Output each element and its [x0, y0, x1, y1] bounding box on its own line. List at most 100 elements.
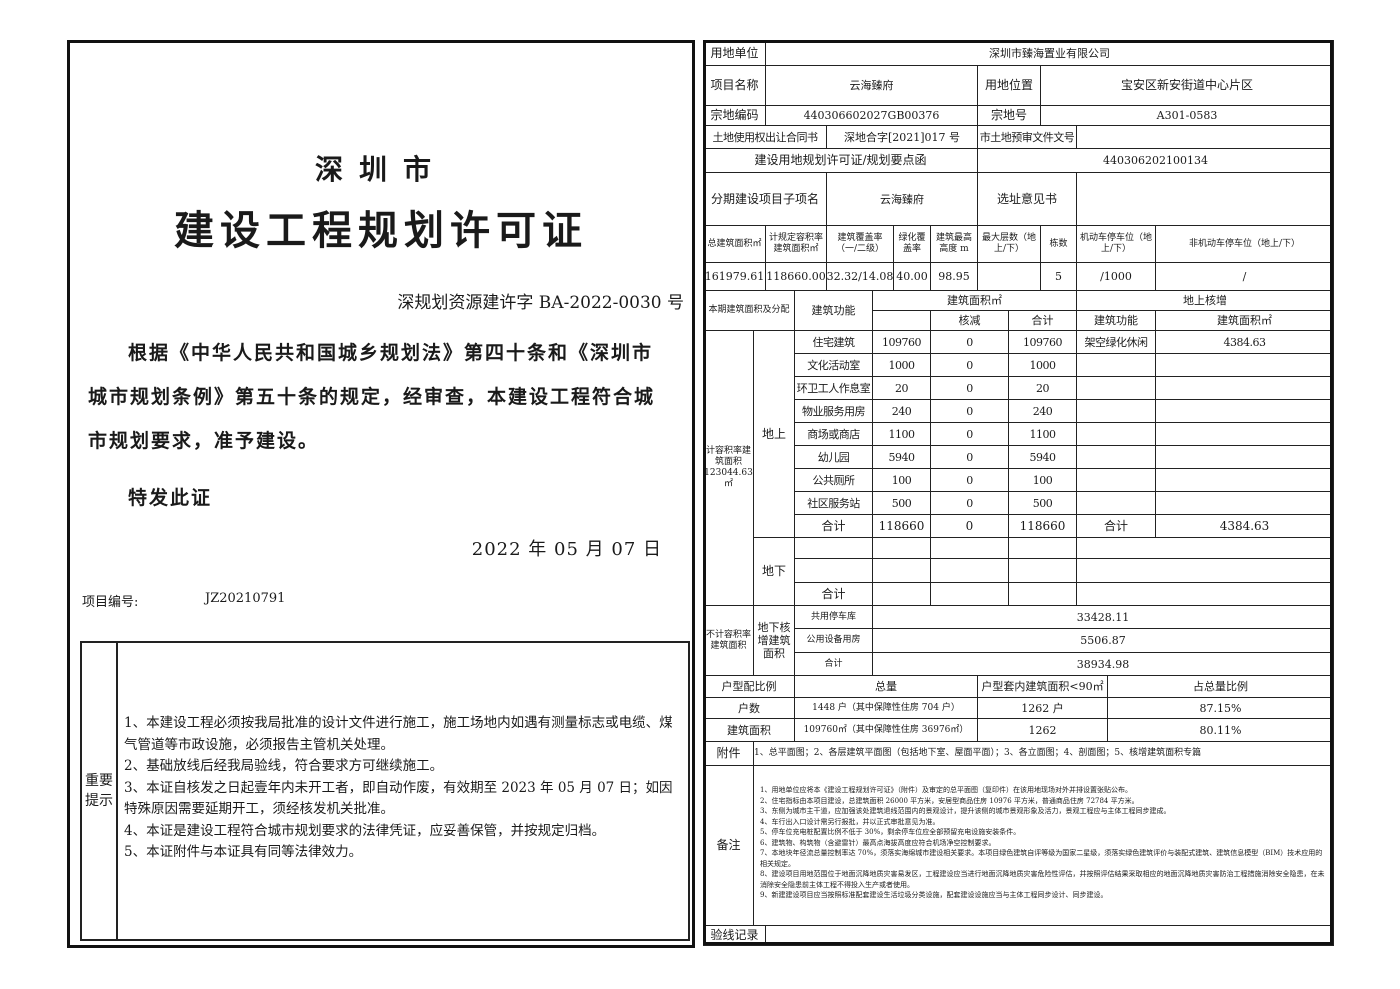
land-user-label: 用地单位 — [703, 40, 766, 66]
empty-cell — [1008, 537, 1077, 559]
issuance-statement: 特发此证 — [128, 487, 213, 509]
notes-label-text: 重要提示 — [85, 773, 113, 809]
building-function: 幼儿园 — [794, 445, 873, 469]
above-ground-label: 地上 — [753, 330, 795, 538]
project-name-value: 云海臻府 — [765, 65, 978, 106]
site-opinion-value — [1076, 172, 1334, 226]
attachments-value: 1、总平面图；2、各层建筑平面图（包括地下室、屋面平面）；3、各立面图；4、剖面… — [753, 741, 1334, 766]
building-function: 环卫工人作息室 — [794, 376, 873, 400]
metric-header: 建筑最高高度 m — [930, 225, 978, 263]
building-function: 文化活动室 — [794, 353, 873, 377]
unit-ratio-value: 户数 — [703, 697, 795, 719]
area-value — [1155, 422, 1334, 446]
unit-ratio-value: 1448 户（其中保障性住房 704 户） — [794, 697, 978, 719]
empty-cell — [1008, 558, 1077, 583]
non-far-item: 共用停车库 — [794, 605, 873, 629]
area-value: 1100 — [872, 422, 931, 446]
parcel-no-label: 宗地号 — [977, 105, 1041, 126]
pre-review-label: 市土地预审文件文号 — [977, 125, 1077, 149]
non-far-value: 33428.11 — [872, 605, 1334, 629]
underground-increase-label: 地下核增建筑面积 — [753, 605, 795, 676]
metric-header: 最大层数（地上/下） — [977, 225, 1041, 263]
metric-value: 118660.00 — [765, 262, 827, 291]
area-value: 0 — [930, 399, 1009, 423]
building-function: 社区服务站 — [794, 491, 873, 515]
building-function: 住宅建筑 — [794, 330, 873, 354]
metric-value: 32.32/14.08 — [826, 262, 894, 291]
remark-item: 9、新建建设项目应当按照标准配套建设生活垃圾分类设施，配套建设设施应当与主体工程… — [760, 891, 1108, 899]
area-value — [1076, 376, 1156, 400]
phase-label: 分期建设项目子项名 — [703, 172, 827, 226]
area-value — [1076, 445, 1156, 469]
area-value: 500 — [872, 491, 931, 515]
area-value: 5940 — [872, 445, 931, 469]
note-item: 5、本证附件与本证具有同等法律效力。 — [124, 844, 363, 860]
area-value: 0 — [930, 445, 1009, 469]
planning-permit-label: 建设用地规划许可证/规划要点函 — [703, 148, 978, 173]
building-function: 公共厕所 — [794, 468, 873, 492]
metric-value: /1000 — [1076, 262, 1156, 291]
important-notes-list: 1、本建设工程必须按我局批准的设计文件进行施工，施工场地内如遇有测量标志或电缆、… — [124, 713, 684, 864]
unit-ratio-value: 87.15% — [1107, 697, 1334, 719]
area-value: 1000 — [1008, 353, 1077, 377]
project-number-label: 项目编号: — [82, 595, 139, 610]
remark-item: 5、停车位充电桩配置比例不低于 30%，剩余停车位应全部预留充电设施安装条件。 — [760, 828, 1021, 836]
metric-value: 98.95 — [930, 262, 978, 291]
above-ground-total: 118660 — [1008, 514, 1077, 538]
below-ground-total: 合计 — [794, 582, 873, 606]
important-notes-label: 重要提示 — [82, 643, 118, 939]
area-value — [1155, 491, 1334, 515]
empty-cell — [872, 537, 931, 559]
attachments-label: 附件 — [703, 741, 754, 766]
above-ground-total: 0 — [930, 514, 1009, 538]
area-value: 109760 — [872, 330, 931, 354]
site-opinion-label: 选址意见书 — [977, 172, 1077, 226]
area-value: 100 — [1008, 468, 1077, 492]
metric-value: / — [1155, 262, 1334, 291]
unit-ratio-value: 建筑面积 — [703, 718, 795, 742]
certificate-title: 建设工程规划许可证 — [174, 207, 588, 254]
remarks-list: 1、用地单位应将本《建设工程规划许可证》（附件）及审定的总平面图（复印件）在该用… — [760, 785, 1326, 901]
remark-item: 1、用地单位应将本《建设工程规划许可证》（附件）及审定的总平面图（复印件）在该用… — [760, 786, 1132, 794]
land-contract-value: 深地合字[2021]017 号 — [826, 125, 978, 149]
parcel-no-value: A301-0583 — [1040, 105, 1334, 126]
note-item: 2、基础放线后经我局验线，符合要求方可继续施工。 — [124, 758, 444, 774]
metric-header: 总建筑面积㎡ — [703, 225, 766, 263]
area-subheader: 核减 — [930, 310, 1009, 331]
empty-cell — [1076, 558, 1334, 583]
area-value: 240 — [872, 399, 931, 423]
certificate-body: 根据《中华人民共和国城乡规划法》第四十条和《深圳市城市规划条例》第五十条的规定，… — [88, 342, 656, 452]
issue-date: 2022 年 05 月 07 日 — [471, 539, 662, 560]
empty-cell — [930, 558, 1009, 583]
metric-header: 栋数 — [1040, 225, 1077, 263]
non-far-value: 5506.87 — [872, 628, 1334, 653]
unit-ratio-value: 1262 — [977, 718, 1108, 742]
metric-header: 建筑覆盖率（一/二级） — [826, 225, 894, 263]
remark-item: 6、建筑物、构筑物（含避雷针）最高点海拔高度应符合机场净空控制要求。 — [760, 838, 996, 847]
permit-attachment-table: 用地单位 深圳市臻海置业有限公司 项目名称 云海臻府 用地位置 宝安区新安街道中心片区 宗地… — [703, 40, 1334, 946]
area-value: 架空绿化休闲 — [1076, 330, 1156, 354]
building-function: 物业服务用房 — [794, 399, 873, 423]
unit-ratio-value: 109760㎡（其中保障性住房 36976㎡） — [794, 718, 978, 742]
area-value — [1155, 376, 1334, 400]
metric-value: 40.00 — [893, 262, 931, 291]
planning-permit-value: 440306202100134 — [977, 148, 1334, 173]
important-notes-box: 重要提示 1、本建设工程必须按我局批准的设计文件进行施工，施工场地内如遇有测量标… — [80, 641, 690, 941]
area-value: 0 — [930, 353, 1009, 377]
land-user-value: 深圳市臻海置业有限公司 — [765, 40, 1334, 66]
empty-cell — [872, 582, 931, 606]
function-header: 建筑功能 — [794, 290, 873, 331]
increase-header: 地上核增 — [1076, 290, 1334, 311]
area-header: 建筑面积㎡ — [872, 290, 1077, 311]
note-item: 3、本证自核发之日起壹年内未开工者，即自动作废，有效期至 2023 年 05 月… — [124, 779, 673, 818]
project-name-label: 项目名称 — [703, 65, 766, 106]
unit-ratio-header: 总量 — [794, 675, 978, 698]
increase-function-header: 建筑功能 — [1076, 310, 1156, 331]
area-value: 0 — [930, 422, 1009, 446]
empty-cell — [794, 558, 873, 583]
inspection-record-label: 验线记录 — [703, 925, 766, 946]
empty-cell — [872, 558, 931, 583]
location-value: 宝安区新安街道中心片区 — [1040, 65, 1334, 106]
unit-ratio-value: 80.11% — [1107, 718, 1334, 742]
area-subheader — [872, 310, 931, 331]
